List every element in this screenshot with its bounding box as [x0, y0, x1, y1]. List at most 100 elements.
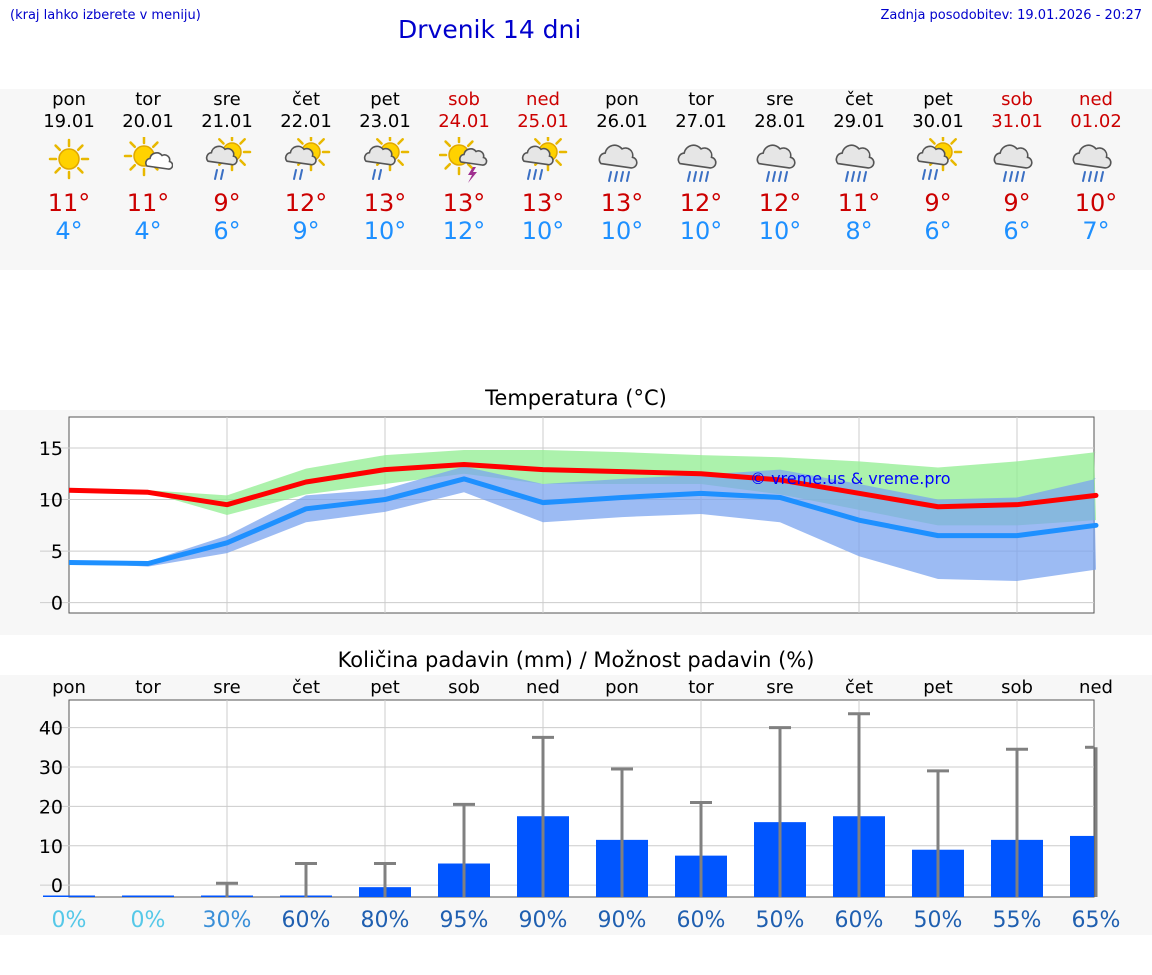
precipitation-probability-label: 50% [914, 908, 963, 933]
category-label: sre [213, 677, 240, 698]
cloud-rain-icon [1072, 144, 1112, 182]
day-name: čet [844, 89, 874, 110]
day-name: ned [1079, 89, 1113, 110]
precipitation-probability-label: 60% [282, 908, 331, 933]
category-label: tor [688, 677, 714, 698]
day-name: sob [448, 89, 480, 110]
category-label: sob [1001, 677, 1033, 698]
day-column: sob 31.01 9° 6° [978, 89, 1057, 245]
cloud-rain-icon [677, 144, 717, 182]
day-name: pon [605, 89, 639, 110]
day-column: ned 25.01 13° 10° [504, 89, 583, 245]
day-date: 19.01 [43, 111, 95, 132]
day-column: čet 29.01 11° 8° [820, 89, 899, 245]
day-column: pon 26.01 13° 10° [583, 89, 662, 245]
max-temperature: 11° [126, 189, 170, 217]
day-column: ned 01.02 10° 7° [1057, 89, 1136, 245]
y-tick-label: 40 [39, 718, 63, 740]
min-temperature: 8° [845, 217, 873, 245]
temperature-chart: 0 5 10 15 © vreme.us & vreme.pro [39, 416, 1099, 615]
day-name: tor [688, 89, 714, 110]
max-temperature: 9° [213, 189, 241, 217]
sun-rain-icon [363, 137, 410, 180]
category-label: čet [845, 677, 873, 698]
last-update-timestamp: Zadnja posodobitev: 19.01.2026 - 20:27 [880, 8, 1142, 23]
max-temperature: 11° [837, 189, 881, 217]
daily-forecast-strip: pon 19.01 11° 4° tor 20.01 11° 4° sre 21.01 9° 6° če… [0, 89, 1152, 270]
min-temperature: 10° [363, 217, 407, 245]
precipitation-bar [122, 895, 174, 897]
location-menu-hint[interactable]: (kraj lahko izberete v meniju) [10, 8, 201, 23]
precipitation-probability-label: 50% [756, 908, 805, 933]
day-column: tor 20.01 11° 4° [109, 89, 188, 245]
max-temperature: 12° [679, 189, 723, 217]
day-column: sob 24.01 13° 12° [425, 89, 504, 245]
category-label: sob [448, 677, 480, 698]
category-label: čet [292, 677, 320, 698]
max-temperature: 13° [521, 189, 565, 217]
min-temperature: 7° [1082, 217, 1110, 245]
day-date: 27.01 [675, 111, 727, 132]
day-date: 20.01 [122, 111, 174, 132]
precipitation-probability-label: 95% [440, 908, 489, 933]
precipitation-bar [43, 895, 95, 897]
sun-cloud-icon [123, 137, 173, 177]
day-name: pet [370, 89, 400, 110]
band-max-range [69, 450, 1096, 526]
y-tick-label: 0 [51, 593, 63, 615]
max-temperature: 9° [1003, 189, 1031, 217]
day-date: 22.01 [280, 111, 332, 132]
day-name: ned [526, 89, 560, 110]
page-title: Drvenik 14 dni [398, 15, 582, 44]
max-temperature: 10° [1074, 189, 1118, 217]
band-min-range [69, 466, 1096, 582]
max-temperature: 12° [284, 189, 328, 217]
day-date: 28.01 [754, 111, 806, 132]
max-temperature: 13° [600, 189, 644, 217]
sun-storm-icon [439, 137, 488, 183]
max-temperature: 13° [442, 189, 486, 217]
y-tick-label: 0 [51, 875, 63, 897]
day-column: tor 27.01 12° 10° [662, 89, 741, 245]
day-date: 23.01 [359, 111, 411, 132]
category-label: pet [923, 677, 953, 698]
precipitation-probability-label: 60% [677, 908, 726, 933]
y-tick-label: 10 [39, 836, 63, 858]
min-temperature: 10° [679, 217, 723, 245]
precipitation-probability-label: 65% [1072, 908, 1121, 933]
min-temperature: 10° [758, 217, 802, 245]
sun-heavy-rain-icon [521, 137, 568, 180]
category-label: tor [135, 677, 161, 698]
cloud-rain-icon [835, 144, 875, 182]
cloud-rain-icon [598, 144, 638, 182]
category-label: ned [1079, 677, 1113, 698]
min-temperature: 4° [55, 217, 83, 245]
category-label: pet [370, 677, 400, 698]
day-column: pon 19.01 11° 4° [30, 89, 109, 245]
day-name: tor [135, 89, 161, 110]
precipitation-probability-label: 55% [993, 908, 1042, 933]
precipitation-chart: pon tor sre čet pet sob ned pon tor sre čet pet sob n… [39, 677, 1121, 933]
day-name: pon [52, 89, 86, 110]
day-date: 21.01 [201, 111, 253, 132]
sun-rain-icon [284, 137, 331, 180]
precipitation-chart-title: Količina padavin (mm) / Možnost padavin … [337, 648, 815, 672]
y-tick-label: 20 [39, 796, 63, 818]
temperature-chart-title: Temperatura (°C) [485, 386, 667, 410]
cloud-rain-icon [756, 144, 796, 182]
cloud-rain-icon [993, 144, 1033, 182]
min-temperature: 9° [292, 217, 320, 245]
category-label: pon [52, 677, 86, 698]
y-tick-label: 10 [39, 490, 63, 512]
precipitation-probability-label: 80% [361, 908, 410, 933]
precipitation-probability-label: 30% [203, 908, 252, 933]
category-label: pon [605, 677, 639, 698]
day-name: čet [291, 89, 321, 110]
precipitation-probability-label: 60% [835, 908, 884, 933]
y-tick-label: 5 [51, 541, 63, 563]
min-temperature: 6° [924, 217, 952, 245]
watermark: © vreme.us & vreme.pro [750, 469, 951, 488]
sun-heavy-rain-icon [916, 137, 963, 180]
max-temperature: 11° [47, 189, 91, 217]
day-column: sre 21.01 9° 6° [188, 89, 267, 245]
